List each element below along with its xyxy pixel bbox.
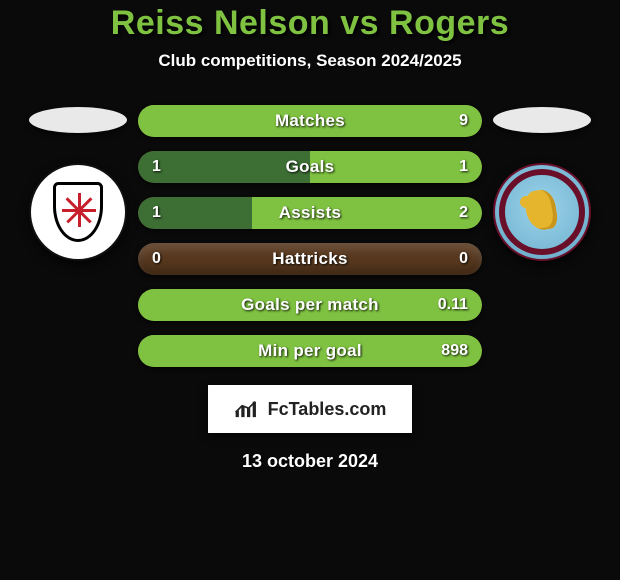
stat-bar: 1Assists2 xyxy=(138,197,482,229)
stat-label: Goals xyxy=(138,151,482,183)
fulham-shield-icon xyxy=(53,182,103,242)
stat-value-right: 2 xyxy=(459,197,468,229)
stat-label: Goals per match xyxy=(138,289,482,321)
source-text: FcTables.com xyxy=(268,399,387,420)
subtitle: Club competitions, Season 2024/2025 xyxy=(158,51,461,71)
stat-value-right: 1 xyxy=(459,151,468,183)
stat-bar: 1Goals1 xyxy=(138,151,482,183)
stat-bar: 0Hattricks0 xyxy=(138,243,482,275)
date-text: 13 october 2024 xyxy=(242,451,378,472)
right-column xyxy=(482,105,602,261)
left-column xyxy=(18,105,138,261)
stat-label: Matches xyxy=(138,105,482,137)
stat-value-right: 9 xyxy=(459,105,468,137)
position-marker-left xyxy=(29,107,127,133)
stat-label: Hattricks xyxy=(138,243,482,275)
stat-bar: Goals per match0.11 xyxy=(138,289,482,321)
club-badge-left xyxy=(29,163,127,261)
stat-label: Assists xyxy=(138,197,482,229)
stat-value-right: 898 xyxy=(441,335,468,367)
avfc-lion-icon xyxy=(518,186,566,238)
stat-label: Min per goal xyxy=(138,335,482,367)
stat-bar: Min per goal898 xyxy=(138,335,482,367)
page-title: Reiss Nelson vs Rogers xyxy=(111,4,509,43)
club-badge-right xyxy=(493,163,591,261)
stat-bars: Matches91Goals11Assists20Hattricks0Goals… xyxy=(138,105,482,367)
main-area: Matches91Goals11Assists20Hattricks0Goals… xyxy=(0,105,620,367)
stat-value-right: 0.11 xyxy=(438,289,468,321)
stat-bar: Matches9 xyxy=(138,105,482,137)
stat-value-right: 0 xyxy=(459,243,468,275)
source-badge: FcTables.com xyxy=(208,385,412,433)
infographic-root: Reiss Nelson vs Rogers Club competitions… xyxy=(0,0,620,580)
position-marker-right xyxy=(493,107,591,133)
chart-icon xyxy=(234,398,260,420)
